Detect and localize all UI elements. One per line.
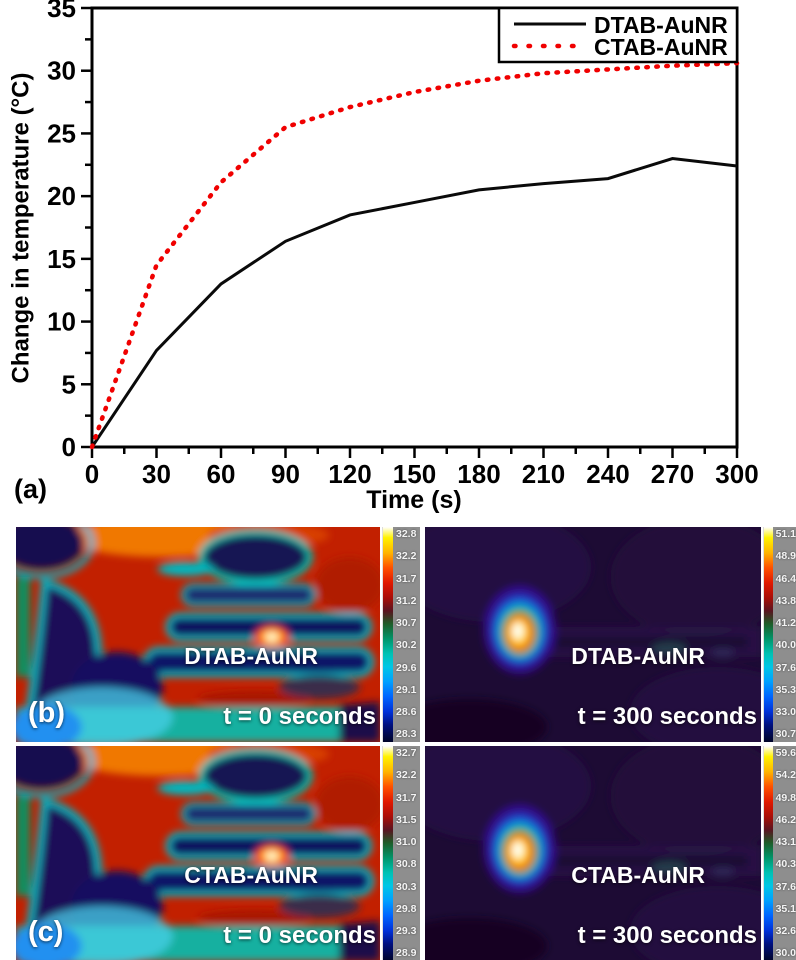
x-tick-label: 120 xyxy=(328,459,371,489)
x-axis-title: Time (s) xyxy=(366,486,462,514)
colorbar-tick-label: 31.7 xyxy=(396,572,417,585)
panel-label-b: (b) xyxy=(28,697,66,729)
y-axis-title-wrap: Change in temperature (°C) xyxy=(2,0,40,455)
colorbar-tick-label: 37.6 xyxy=(775,661,796,674)
temperature-chart: 0 30 60 90 120 150 180 210 240 270 300 0 5 10 15 20 25 30… xyxy=(47,0,759,489)
colorbar-tick-label: 40.0 xyxy=(775,639,796,652)
colorbar-tick-label: 28.9 xyxy=(396,947,417,960)
colorbar-tick-label: 30.8 xyxy=(396,858,417,871)
legend-label-ctab-aunr: CTAB-AuNR xyxy=(594,34,728,60)
colorbar-tick-label: 28.3 xyxy=(396,728,417,741)
thermal-panel-ctab-t300: CTAB-AuNR t = 300 seconds 59.6 54.2 49.8 46… xyxy=(425,746,796,960)
colorbar-tick-label: 30.0 xyxy=(775,947,796,960)
colorbar: 51.1 48.9 46.4 43.8 41.2 40.0 37.6 35.3 33.0 30.7 xyxy=(763,527,796,742)
sample-label: DTAB-AuNR xyxy=(571,643,705,669)
colorbar-tick-label: 28.6 xyxy=(396,706,417,719)
y-tick-label: 0 xyxy=(62,432,76,462)
colorbar-tick-label: 30.7 xyxy=(396,617,417,630)
y-tick-label: 35 xyxy=(47,0,76,23)
x-tick-label: 0 xyxy=(85,459,99,489)
colorbar-tick-label: 33.0 xyxy=(775,706,796,719)
colorbar-tick-label: 41.2 xyxy=(775,617,796,630)
colorbar-tick-label: 46.2 xyxy=(775,813,796,826)
x-tick-label: 180 xyxy=(457,459,500,489)
colorbar-tick-label: 35.3 xyxy=(775,683,796,696)
x-tick-label: 240 xyxy=(586,459,629,489)
y-tick-label: 25 xyxy=(47,118,76,148)
colorbar-tick-label: 32.8 xyxy=(396,528,417,540)
y-tick-label: 30 xyxy=(47,56,76,86)
y-axis-title: Change in temperature (°C) xyxy=(7,72,34,383)
x-tick-label: 30 xyxy=(142,459,171,489)
thermal-panel-dtab-t300: DTAB-AuNR t = 300 seconds 51.1 48.9 46.4 43… xyxy=(425,527,796,742)
colorbar-tick-label: 29.8 xyxy=(396,902,417,915)
x-tick-label: 210 xyxy=(522,459,565,489)
colorbar-tick-label: 31.5 xyxy=(396,813,417,826)
colorbar-gradient xyxy=(382,746,393,960)
time-label: t = 0 seconds xyxy=(223,703,376,730)
x-tick-label: 270 xyxy=(651,459,694,489)
colorbar-tick-label: 40.3 xyxy=(775,858,796,871)
colorbar-tick-label: 43.8 xyxy=(775,594,796,607)
colorbar-tick-label: 35.1 xyxy=(775,902,796,915)
colorbar-tick-label: 59.6 xyxy=(775,747,796,759)
colorbar-tick-label: 32.7 xyxy=(396,747,417,759)
colorbar-gradient xyxy=(382,527,393,742)
colorbar-tick-label: 29.6 xyxy=(396,661,417,674)
plot-frame xyxy=(90,6,739,449)
time-label: t = 0 seconds xyxy=(223,922,376,949)
panel-label-c: (c) xyxy=(28,916,64,948)
colorbar-tick-label: 32.2 xyxy=(396,550,417,563)
colorbar-tick-label: 49.8 xyxy=(775,791,796,804)
colorbar: 32.8 32.2 31.7 31.2 30.7 30.2 29.6 29.1 28.6 28.3 xyxy=(382,527,420,742)
thermal-panel-ctab-t0: CTAB-AuNR t = 0 seconds (c) 32.7 32.2 31.7… xyxy=(16,746,420,960)
colorbar-gradient xyxy=(763,527,773,742)
sample-label: DTAB-AuNR xyxy=(184,643,318,669)
colorbar-labels: 51.1 48.9 46.4 43.8 41.2 40.0 37.6 35.3 33.0 30.7 xyxy=(772,527,796,742)
colorbar-tick-label: 31.2 xyxy=(396,594,417,607)
colorbar-tick-label: 51.1 xyxy=(775,528,796,540)
time-label: t = 300 seconds xyxy=(577,703,757,730)
panel-label-a: (a) xyxy=(14,474,47,504)
thermal-panel-dtab-t0: DTAB-AuNR t = 0 seconds (b) 32.8 32.2 31.7… xyxy=(16,527,420,742)
time-label: t = 300 seconds xyxy=(577,922,757,949)
colorbar-tick-label: 30.7 xyxy=(775,728,796,741)
colorbar-tick-label: 54.2 xyxy=(775,769,796,782)
legend-label-dtab-aunr: DTAB-AuNR xyxy=(594,12,728,38)
colorbar-tick-label: 37.6 xyxy=(775,880,796,893)
x-tick-label: 300 xyxy=(715,459,758,489)
colorbar-tick-label: 31.0 xyxy=(396,836,417,849)
x-tick-label: 150 xyxy=(393,459,436,489)
colorbar-tick-label: 32.6 xyxy=(775,925,796,938)
x-tick-label: 60 xyxy=(207,459,236,489)
colorbar-tick-label: 30.2 xyxy=(396,639,417,652)
y-tick-label: 15 xyxy=(47,244,76,274)
sample-label: CTAB-AuNR xyxy=(184,862,318,888)
colorbar-tick-label: 43.1 xyxy=(775,836,796,849)
series-line-dtab-aunr xyxy=(90,156,738,448)
sample-label: CTAB-AuNR xyxy=(571,862,705,888)
series-line-ctab-aunr xyxy=(89,60,740,450)
colorbar-tick-label: 29.1 xyxy=(396,683,417,696)
legend-box xyxy=(497,6,739,64)
y-tick-label: 5 xyxy=(62,369,76,399)
colorbar-labels: 32.7 32.2 31.7 31.5 31.0 30.8 30.3 29.8 29.3 28.9 xyxy=(393,746,420,960)
x-tick-label: 90 xyxy=(271,459,300,489)
colorbar-tick-label: 31.7 xyxy=(396,791,417,804)
colorbar: 32.7 32.2 31.7 31.5 31.0 30.8 30.3 29.8 29.3 28.9 xyxy=(382,746,420,960)
colorbar-tick-label: 29.3 xyxy=(396,925,417,938)
colorbar-labels: 59.6 54.2 49.8 46.2 43.1 40.3 37.6 35.1 32.6 30.0 xyxy=(772,746,796,960)
colorbar: 59.6 54.2 49.8 46.2 43.1 40.3 37.6 35.1 32.6 30.0 xyxy=(763,746,796,960)
colorbar-tick-label: 46.4 xyxy=(775,572,796,585)
y-tick-label: 20 xyxy=(47,181,76,211)
colorbar-labels: 32.8 32.2 31.7 31.2 30.7 30.2 29.6 29.1 28.6 28.3 xyxy=(393,527,420,742)
colorbar-tick-label: 48.9 xyxy=(775,550,796,563)
y-tick-label: 10 xyxy=(47,307,76,337)
colorbar-tick-label: 32.2 xyxy=(396,769,417,782)
colorbar-tick-label: 30.3 xyxy=(396,880,417,893)
colorbar-gradient xyxy=(763,746,773,960)
